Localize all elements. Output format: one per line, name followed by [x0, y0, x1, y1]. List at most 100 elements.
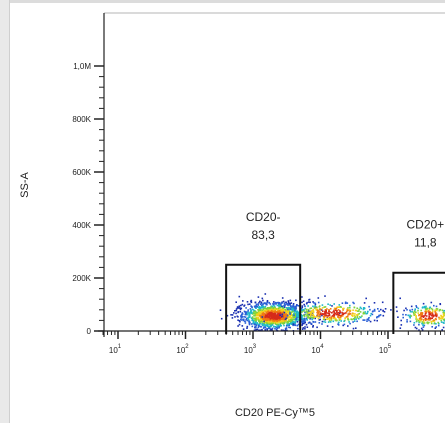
event-point: [289, 326, 291, 329]
event-point: [257, 317, 259, 319]
event-point: [241, 303, 244, 306]
event-point: [336, 306, 338, 308]
event-point: [334, 319, 337, 321]
event-point: [432, 314, 435, 317]
event-point: [400, 319, 402, 322]
event-point: [358, 317, 360, 320]
event-point: [409, 320, 412, 323]
event-point: [238, 305, 241, 307]
event-point: [306, 311, 309, 313]
event-point: [313, 306, 316, 309]
event-point: [425, 317, 427, 320]
event-point: [353, 320, 356, 322]
event-point: [276, 308, 278, 310]
event-point: [427, 317, 430, 320]
event-point: [319, 308, 322, 311]
event-point: [238, 320, 241, 322]
event-point: [272, 325, 275, 328]
event-point: [263, 302, 266, 304]
event-point: [290, 320, 293, 322]
event-point: [429, 317, 431, 319]
event-point: [324, 306, 327, 308]
event-point: [348, 321, 350, 323]
event-point: [302, 318, 304, 320]
event-point: [255, 305, 257, 307]
event-point: [277, 324, 280, 327]
event-point: [259, 311, 262, 314]
event-point: [262, 308, 265, 311]
event-point: [292, 307, 294, 310]
event-point: [268, 312, 271, 314]
event-point: [330, 319, 333, 321]
event-point: [422, 316, 425, 318]
event-point: [286, 316, 289, 318]
event-point: [282, 320, 284, 322]
event-point: [329, 308, 332, 310]
y-tick-label: 400K: [72, 221, 91, 230]
event-point: [347, 307, 349, 309]
event-point: [290, 302, 293, 304]
event-point: [305, 311, 307, 313]
event-point: [276, 318, 278, 320]
event-point: [269, 318, 272, 320]
event-point: [421, 321, 424, 323]
event-point: [241, 315, 243, 318]
event-point: [312, 315, 315, 318]
event-point: [438, 322, 440, 325]
event-point: [316, 316, 318, 318]
event-point: [368, 317, 370, 319]
event-point: [243, 316, 245, 318]
event-point: [435, 315, 438, 318]
event-point: [259, 321, 262, 323]
gate-cd20-positive[interactable]: [392, 271, 445, 334]
event-point: [312, 317, 314, 319]
event-point: [289, 322, 291, 325]
event-point: [365, 297, 367, 300]
event-point: [261, 310, 263, 313]
event-point: [341, 302, 344, 304]
event-point: [354, 314, 356, 317]
event-point: [420, 319, 422, 321]
event-point: [352, 312, 354, 315]
event-point: [438, 316, 440, 319]
event-point: [263, 326, 265, 328]
event-point: [286, 314, 289, 317]
event-point: [236, 306, 239, 308]
event-point: [332, 317, 335, 320]
gate-cd20-negative[interactable]: [225, 263, 302, 334]
event-point: [286, 302, 288, 305]
event-point: [323, 317, 326, 320]
event-point: [362, 311, 365, 314]
event-point: [280, 318, 283, 320]
event-point: [269, 309, 271, 312]
event-point: [274, 308, 277, 311]
event-point: [373, 302, 376, 304]
event-point: [423, 322, 426, 324]
event-point: [303, 317, 306, 320]
event-point: [234, 316, 236, 318]
event-point: [231, 317, 234, 319]
event-point: [362, 319, 364, 321]
event-point: [311, 309, 313, 312]
event-point: [276, 302, 278, 304]
event-point: [413, 310, 416, 313]
event-point: [295, 318, 297, 321]
event-point: [294, 314, 297, 317]
event-point: [437, 324, 440, 327]
event-point: [355, 327, 357, 329]
event-point: [342, 312, 345, 315]
event-point: [296, 304, 299, 307]
event-point: [291, 314, 294, 316]
event-point: [268, 321, 270, 324]
event-point: [278, 305, 280, 308]
event-point: [414, 309, 416, 312]
event-point: [266, 301, 269, 303]
event-point: [342, 307, 344, 310]
event-point: [283, 304, 285, 307]
event-point: [293, 318, 296, 321]
event-point: [236, 307, 239, 309]
event-point: [264, 314, 267, 317]
event-point: [344, 317, 346, 319]
event-point: [254, 322, 257, 324]
event-point: [277, 323, 279, 325]
